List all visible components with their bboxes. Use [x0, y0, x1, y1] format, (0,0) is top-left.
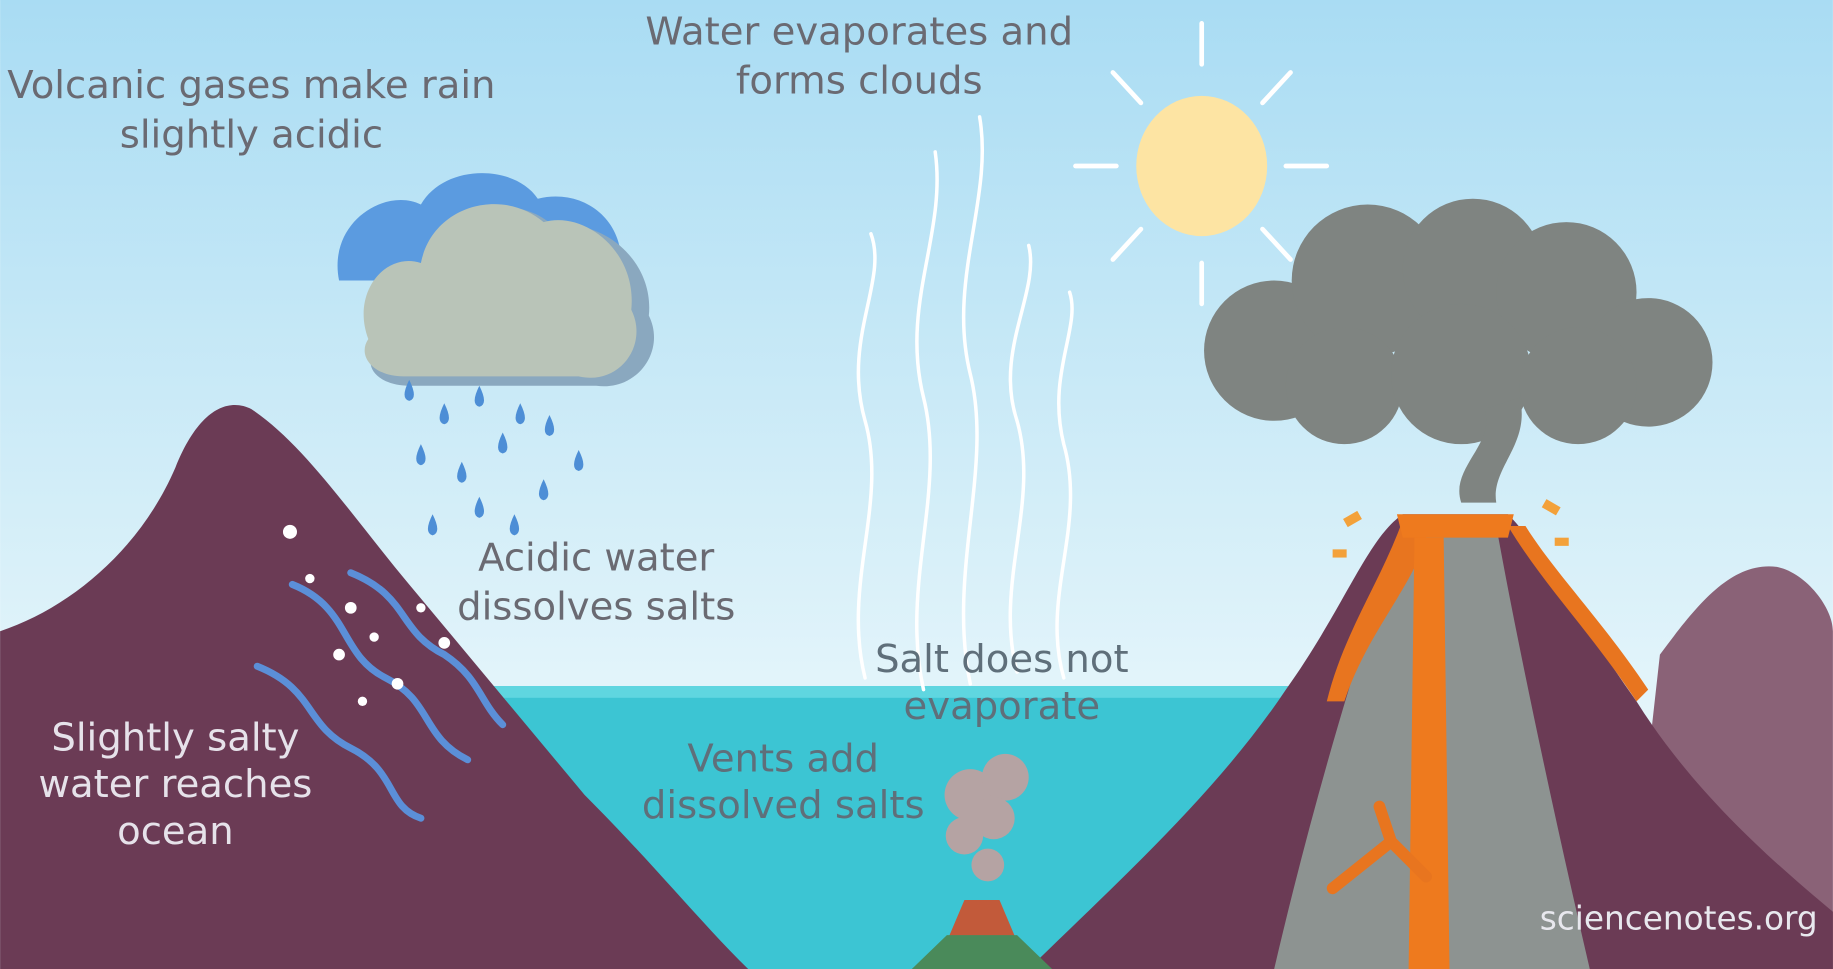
label-line: ocean	[117, 809, 234, 854]
label-line: dissolves salts	[457, 585, 735, 630]
label-line: Acidic water	[478, 535, 714, 580]
credit: sciencenotes.org	[1540, 899, 1818, 937]
page: Water evaporates and forms clouds Volcan…	[0, 0, 1833, 969]
label-line: slightly acidic	[120, 112, 383, 157]
label-line: water reaches	[38, 762, 312, 807]
label-line: dissolved salts	[642, 783, 925, 828]
label-line: forms clouds	[736, 59, 983, 104]
label-line: Water evaporates and	[645, 9, 1073, 54]
label-line: evaporate	[904, 684, 1101, 729]
label-line: Volcanic gases make rain	[7, 63, 495, 108]
illustration: Water evaporates and forms clouds Volcan…	[0, 0, 1833, 969]
ocean-surface	[444, 686, 1332, 698]
label-line: Vents add	[687, 736, 879, 781]
label-line: Salt does not	[875, 637, 1129, 682]
label-line: Slightly salty	[51, 715, 299, 760]
